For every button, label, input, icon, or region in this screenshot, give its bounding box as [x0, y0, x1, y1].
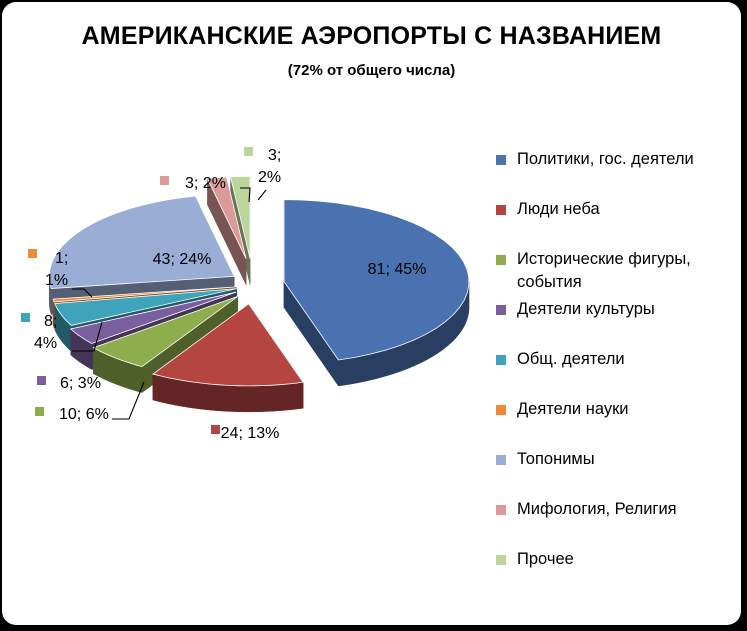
data-label: 81; 45%	[368, 261, 427, 278]
pie-slice	[283, 199, 470, 387]
legend-label: Деятели культуры	[517, 300, 655, 318]
legend-label: Общ. деятели	[517, 350, 625, 368]
legend-label: Мифология, Религия	[517, 500, 677, 518]
data-label-marker	[35, 407, 44, 416]
legend-label: Исторические фигуры, события	[517, 250, 691, 291]
data-label-marker	[211, 425, 220, 434]
leader-line	[72, 288, 93, 298]
legend-swatch	[496, 155, 506, 165]
pie-slice	[206, 176, 247, 285]
data-label: 43; 24%	[153, 251, 212, 268]
data-label: 3; 2%	[185, 175, 226, 192]
legend-label: Люди неба	[517, 200, 600, 218]
legend-swatch	[496, 305, 506, 315]
data-label-marker	[21, 313, 30, 322]
legend-swatch	[496, 355, 506, 365]
data-label: 10; 6%	[59, 406, 109, 423]
data-label: 3; 2%	[258, 147, 281, 186]
legend-swatch	[496, 255, 506, 265]
pie-chart: 81; 45% 24; 13% 10; 6% 6; 3% 8; 4% 1; 1% 43; 24%…	[21, 147, 470, 442]
chart-title: АМЕРИКАНСКИЕ АЭРОПОРТЫ С НАЗВАНИЕМ	[81, 22, 662, 50]
data-label-marker	[244, 147, 253, 156]
data-label: 6; 3%	[60, 375, 101, 392]
leader-line	[257, 189, 267, 201]
legend-label: Политики, гос. деятели	[517, 150, 694, 168]
data-label: 1; 1%	[45, 250, 68, 289]
legend-label: Деятели науки	[517, 400, 629, 418]
pie-slice	[152, 303, 304, 413]
data-label-marker	[37, 376, 46, 385]
legend-label: Прочее	[517, 550, 574, 568]
legend-swatch	[496, 205, 506, 215]
chart-subtitle: (72% от общего числа)	[287, 62, 456, 79]
data-label: 8; 4%	[34, 313, 57, 352]
data-label-marker	[28, 249, 37, 258]
legend-swatch	[496, 455, 506, 465]
chart-panel: АМЕРИКАНСКИЕ АЭРОПОРТЫ С НАЗВАНИЕМ (72% …	[2, 2, 741, 625]
legend-swatch	[496, 505, 506, 515]
data-label-marker	[160, 176, 169, 185]
data-label: 24; 13%	[221, 425, 280, 442]
legend-swatch	[496, 405, 506, 415]
leader-line	[240, 187, 251, 203]
legend-label: Топонимы	[517, 450, 595, 468]
legend-swatch	[496, 555, 506, 565]
leader-line	[72, 321, 103, 352]
leader-line	[112, 381, 145, 420]
